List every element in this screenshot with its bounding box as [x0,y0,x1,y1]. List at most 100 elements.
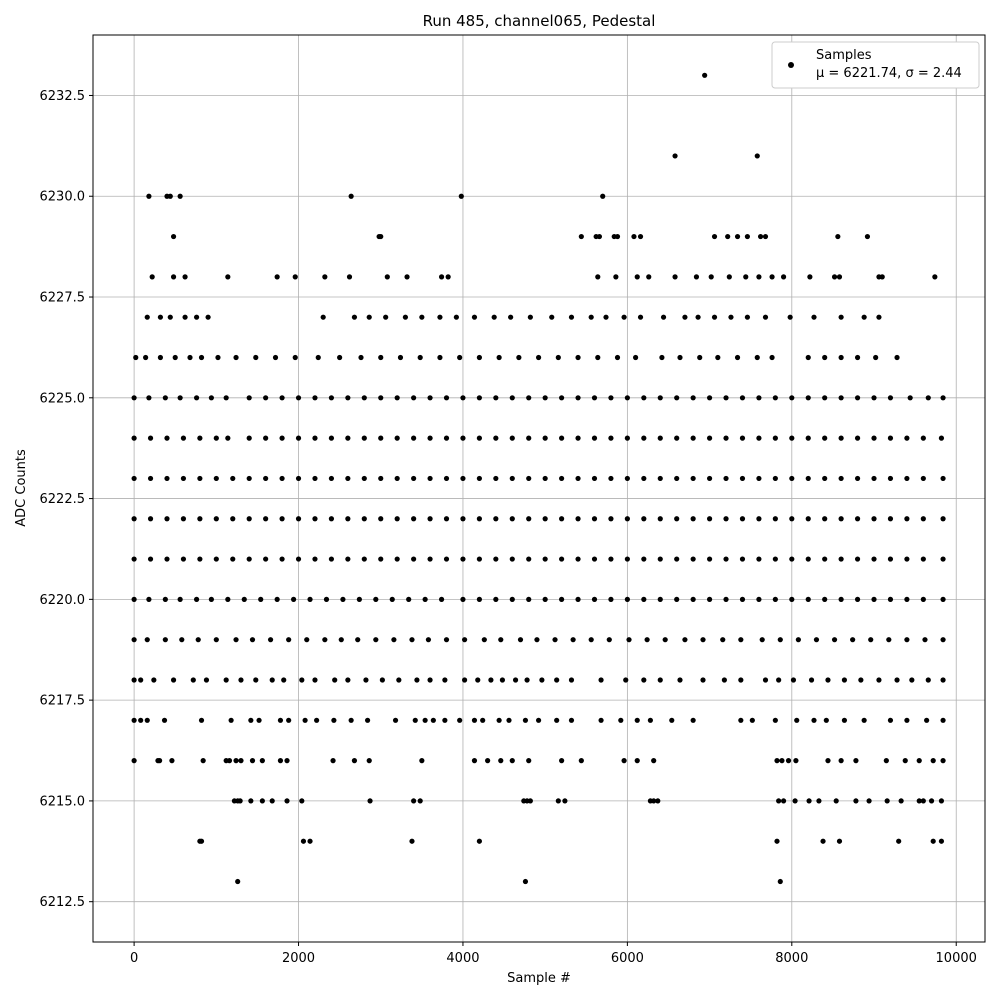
data-point [146,596,152,602]
data-point [756,516,762,522]
data-point [660,314,667,320]
data-point [312,556,318,562]
data-point [559,516,565,522]
data-point [626,637,632,643]
data-point [904,556,910,562]
data-point [868,637,874,643]
data-point [738,717,744,723]
data-point [406,596,412,602]
data-point [772,475,778,482]
data-point [138,677,144,683]
data-point [641,475,647,482]
data-point [509,596,515,602]
data-point [138,717,144,723]
data-point [300,838,307,844]
data-point [481,637,487,643]
data-point [312,395,318,401]
data-point [249,637,256,643]
data-point [164,516,170,522]
data-point [345,475,351,482]
data-point [853,798,859,804]
data-point [702,72,708,78]
data-point [430,717,436,723]
data-point [151,677,157,683]
data-point [690,717,696,723]
data-point [871,516,877,522]
data-point [348,193,354,199]
data-point [608,475,614,482]
data-point [554,677,560,683]
data-point [323,596,330,602]
data-point [414,677,420,683]
data-point [928,798,935,804]
data-point [706,596,713,602]
data-point [144,717,150,723]
data-point [624,435,630,441]
data-point [669,717,675,723]
data-point [328,556,335,562]
data-point [657,677,663,683]
data-point [794,717,800,723]
data-point [624,475,630,482]
data-point [509,758,515,764]
data-point [394,435,400,441]
y-tick-label: 6217.5 [40,694,86,709]
data-point [314,717,320,723]
data-point [345,556,351,562]
data-point [570,637,576,643]
data-point [578,758,584,764]
data-point [373,637,379,643]
data-point [167,193,173,199]
data-point [838,758,844,764]
data-point [756,475,762,482]
data-point [230,556,236,562]
data-point [591,596,598,602]
data-point [723,395,729,401]
data-point [131,677,137,683]
data-point [493,475,499,482]
data-point [263,395,269,401]
data-point [744,314,751,320]
data-point [938,798,945,804]
data-point [517,637,524,643]
data-point [644,637,650,643]
data-point [277,717,284,723]
data-point [516,354,522,361]
data-point [471,717,478,723]
data-point [149,274,155,280]
data-point [723,516,729,522]
data-point [822,596,828,602]
y-tick-label: 6230.0 [40,190,86,205]
data-point [162,637,168,643]
data-point [651,798,657,804]
data-point [143,354,149,361]
data-point [811,717,817,723]
data-point [422,596,428,602]
data-point [838,556,844,562]
data-point [759,637,765,643]
data-point [476,516,482,522]
data-point [225,596,231,602]
data-point [471,758,478,764]
data-point [295,475,302,482]
data-point [940,556,946,562]
data-point [871,596,877,602]
data-point [674,395,680,401]
data-point [930,758,936,764]
data-point [180,435,187,441]
data-point [614,354,621,361]
data-point [762,314,769,320]
data-point [364,717,371,723]
data-point [476,838,482,844]
data-point [706,435,713,441]
data-point [409,637,415,643]
data-point [723,475,729,482]
data-point [361,516,367,522]
data-point [854,556,861,562]
data-point [940,596,946,602]
data-point [542,435,548,441]
data-point [651,758,657,764]
data-point [499,677,506,683]
data-point [920,798,926,804]
data-point [904,637,910,643]
